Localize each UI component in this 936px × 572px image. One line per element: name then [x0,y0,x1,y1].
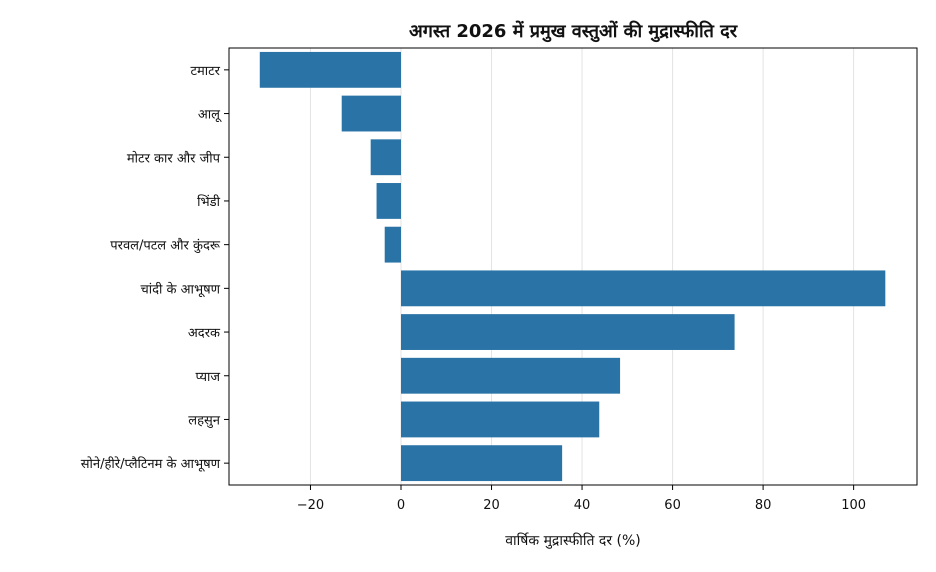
bar [370,139,401,176]
x-tick-label: 0 [397,498,405,513]
y-tick-label: आलू [198,108,222,123]
bar [401,401,600,438]
x-tick-label: 100 [841,498,866,513]
bar [401,314,735,350]
x-tick-label: −20 [297,498,324,513]
y-axis: टमाटर आलू मोटर कार और जीप भिंडी परवल/पटल और … [81,64,229,472]
x-tick-label: 60 [664,498,681,513]
bar [401,357,621,394]
y-tick-label: चांदी के आभूषण [141,281,221,297]
x-axis: −20 0 20 40 60 80 100 [297,485,866,513]
y-tick-label: प्याज [196,370,221,385]
y-tick-label: लहसुन [188,413,221,428]
y-tick-label: भिंडी [197,194,220,210]
plot-frame [228,47,918,486]
bars [259,51,886,482]
x-axis-label: वार्षिक मुद्रास्फीति दर (%) [505,532,641,549]
bar [401,445,563,482]
bar [259,51,401,88]
bar [401,270,886,307]
y-tick-label: अदरक [188,326,221,341]
bar [376,183,401,219]
x-tick-label: 20 [483,498,500,513]
y-tick-label: सोने/हीरे/प्लैटिनम के आभूषण [81,456,221,472]
y-tick-label: मोटर कार और जीप [127,150,221,166]
x-tick-label: 40 [574,498,591,513]
y-tick-label: टमाटर [190,64,220,79]
bar [384,226,401,263]
y-tick-label: परवल/पटल और कुंदरू [110,238,221,254]
bar [341,95,401,132]
x-tick-label: 80 [755,498,772,513]
chart-title: अगस्त 2026 में प्रमुख वस्तुओं की मुद्रास… [409,20,738,43]
